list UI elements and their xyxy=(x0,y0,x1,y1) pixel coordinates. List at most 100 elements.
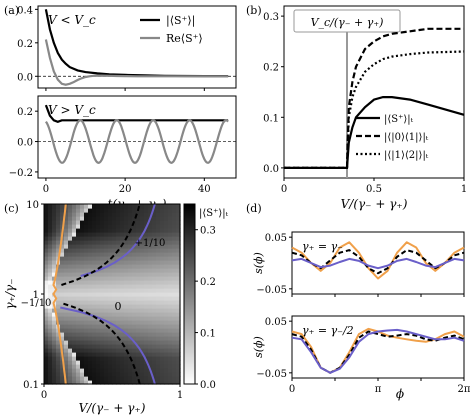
heatmap-cell xyxy=(104,244,109,249)
heatmap-cell xyxy=(124,232,129,237)
heatmap-cell xyxy=(100,360,105,365)
heatmap-cell xyxy=(112,372,117,377)
heatmap-cell xyxy=(120,356,125,361)
heatmap-cell xyxy=(100,308,105,313)
heatmap-cell xyxy=(156,336,161,341)
heatmap-cell xyxy=(152,228,157,233)
y-tick-label: −0.2 xyxy=(9,168,33,179)
heatmap-cell xyxy=(52,360,57,365)
heatmap-cell xyxy=(92,244,97,249)
heatmap-cell xyxy=(100,348,105,353)
heatmap-cell xyxy=(60,256,65,261)
y-tick-label: 0.05 xyxy=(265,233,287,244)
heatmap-cell xyxy=(148,340,153,345)
heatmap-cell xyxy=(96,356,101,361)
heatmap-cell xyxy=(84,208,89,213)
heatmap-cell xyxy=(80,360,85,365)
heatmap-cell xyxy=(168,324,173,329)
heatmap-cell xyxy=(80,344,85,349)
heatmap-cell xyxy=(156,232,161,237)
heatmap-cell xyxy=(156,256,161,261)
heatmap-cell xyxy=(152,264,157,269)
heatmap-cell xyxy=(100,372,105,377)
heatmap-cell xyxy=(60,320,65,325)
heatmap-cell xyxy=(156,208,161,213)
heatmap-cell xyxy=(80,376,85,381)
heatmap-cell xyxy=(52,212,57,217)
heatmap-cell xyxy=(88,208,93,213)
heatmap-cell xyxy=(68,224,73,229)
y-tick-label: 0.2 xyxy=(17,107,33,118)
heatmap-cell xyxy=(76,256,81,261)
heatmap-cell xyxy=(92,324,97,329)
heatmap-cell xyxy=(44,244,49,249)
heatmap-cell xyxy=(100,332,105,337)
heatmap-cell xyxy=(124,208,129,213)
heatmap-cell xyxy=(168,332,173,337)
heatmap-cell xyxy=(76,232,81,237)
heatmap-cell xyxy=(112,280,117,285)
heatmap-cell xyxy=(64,248,69,253)
heatmap-cell xyxy=(152,320,157,325)
heatmap-cell xyxy=(136,360,141,365)
heatmap-cell xyxy=(116,364,121,369)
heatmap-cell xyxy=(44,328,49,333)
heatmap-cell xyxy=(116,352,121,357)
heatmap-cell xyxy=(96,224,101,229)
heatmap-cell xyxy=(52,232,57,237)
heatmap-cell xyxy=(140,252,145,257)
heatmap-cell xyxy=(140,224,145,229)
heatmap-cell xyxy=(172,288,177,293)
heatmap-cell xyxy=(168,280,173,285)
heatmap-cell xyxy=(140,360,145,365)
heatmap-cell xyxy=(144,312,149,317)
heatmap-cell xyxy=(52,220,57,225)
heatmap-cell xyxy=(68,252,73,257)
heatmap-cell xyxy=(164,216,169,221)
heatmap-cell xyxy=(144,284,149,289)
heatmap-cell xyxy=(152,268,157,273)
heatmap-cell xyxy=(148,344,153,349)
heatmap-cell xyxy=(168,300,173,305)
heatmap-cell xyxy=(100,224,105,229)
regime-label: V < V_c xyxy=(48,13,96,27)
heatmap-cell xyxy=(164,228,169,233)
heatmap-cell xyxy=(124,212,129,217)
heatmap-cell xyxy=(172,340,177,345)
heatmap-cell xyxy=(168,288,173,293)
heatmap-cell xyxy=(72,284,77,289)
heatmap-cell xyxy=(64,288,69,293)
x-tick-label: 1 xyxy=(461,184,467,195)
heatmap-cell xyxy=(44,356,49,361)
heatmap-cell xyxy=(104,256,109,261)
heatmap-cell xyxy=(152,324,157,329)
heatmap-cell xyxy=(140,328,145,333)
heatmap-cell xyxy=(152,224,157,229)
heatmap-cell xyxy=(52,252,57,257)
heatmap-cell xyxy=(64,348,69,353)
heatmap-cell xyxy=(108,360,113,365)
heatmap-cell xyxy=(72,344,77,349)
heatmap-cell xyxy=(124,272,129,277)
heatmap-cell xyxy=(160,308,165,313)
heatmap-cell xyxy=(160,344,165,349)
heatmap-cell xyxy=(128,240,133,245)
y-tick-label: 0.0 xyxy=(17,72,33,83)
heatmap-cell xyxy=(112,360,117,365)
heatmap-cell xyxy=(140,376,145,381)
heatmap-cell xyxy=(56,372,61,377)
heatmap-cell xyxy=(88,348,93,353)
heatmap-cell xyxy=(108,252,113,257)
heatmap-cell xyxy=(92,248,97,253)
heatmap-cell xyxy=(84,300,89,305)
heatmap-cell xyxy=(112,288,117,293)
heatmap-cell xyxy=(116,204,121,209)
heatmap-cell xyxy=(76,320,81,325)
heatmap-cell xyxy=(116,344,121,349)
heatmap-cell xyxy=(152,220,157,225)
heatmap-cell xyxy=(112,240,117,245)
heatmap-cell xyxy=(120,352,125,357)
heatmap-cell xyxy=(144,252,149,257)
heatmap-cell xyxy=(56,376,61,381)
heatmap-cell xyxy=(64,268,69,273)
